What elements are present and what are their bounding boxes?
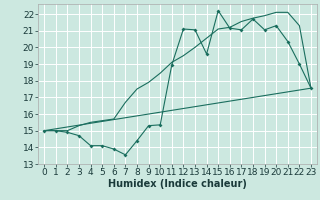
X-axis label: Humidex (Indice chaleur): Humidex (Indice chaleur) bbox=[108, 179, 247, 189]
